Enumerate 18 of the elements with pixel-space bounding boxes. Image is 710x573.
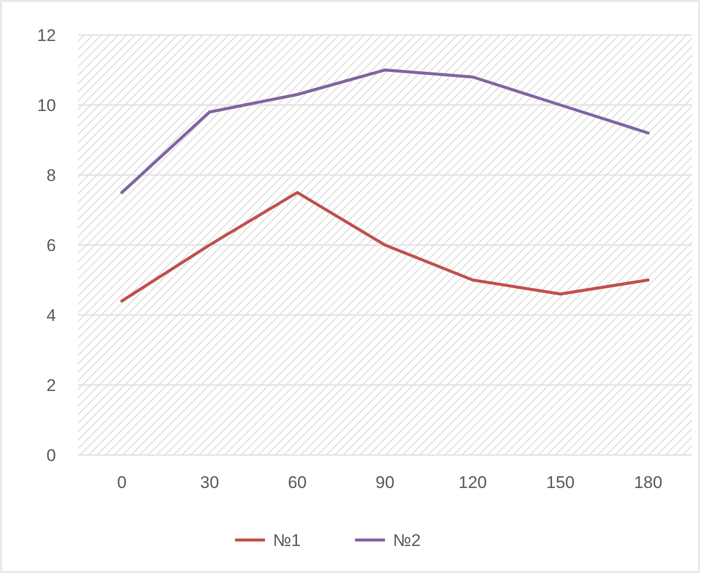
legend-label: №2 — [393, 530, 421, 550]
x-tick-label: 150 — [546, 473, 575, 492]
x-tick-label: 0 — [117, 473, 127, 492]
y-tick-label: 4 — [46, 306, 56, 325]
line-series — [120, 191, 650, 302]
x-tick-label: 120 — [458, 473, 487, 492]
y-tick-label: 10 — [37, 96, 56, 115]
x-tick-label: 30 — [200, 473, 220, 492]
y-tick-label: 8 — [46, 166, 56, 185]
x-tick-label: 60 — [288, 473, 307, 492]
y-tick-label: 12 — [37, 26, 56, 45]
y-tick-label: 6 — [46, 236, 56, 255]
x-tick-label: 180 — [634, 473, 662, 492]
y-tick-label: 2 — [46, 376, 56, 395]
legend-label: №1 — [273, 530, 301, 550]
x-tick-label: 90 — [376, 473, 394, 492]
y-tick-label: 0 — [46, 446, 56, 465]
line-series — [120, 68, 650, 194]
